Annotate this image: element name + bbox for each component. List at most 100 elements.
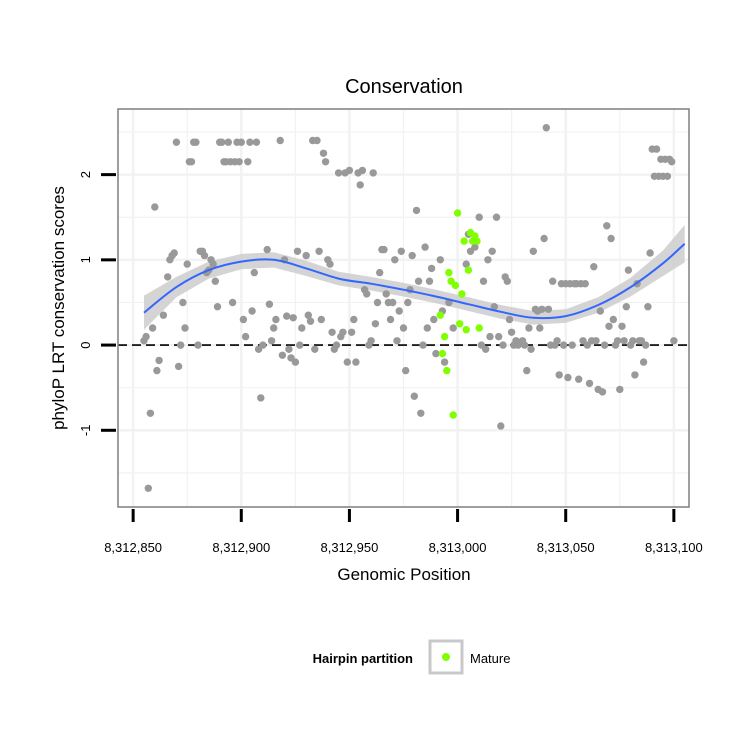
- point-other: [553, 337, 561, 345]
- point-mature: [440, 332, 449, 341]
- point-other: [183, 260, 191, 268]
- point-other: [507, 328, 516, 336]
- legend-label-mature: Mature: [470, 651, 510, 666]
- point-other: [293, 247, 302, 255]
- point-other: [263, 245, 271, 254]
- point-other: [603, 222, 611, 230]
- point-mature: [462, 326, 470, 334]
- point-other: [440, 358, 449, 366]
- point-other: [270, 324, 278, 332]
- y-axis: -1 0 1 2: [78, 171, 116, 436]
- point-other: [328, 328, 336, 336]
- point-other: [624, 266, 633, 274]
- point-other: [629, 337, 637, 345]
- x-axis: 8,312,850 8,312,900 8,312,950 8,313,000 8,31…: [104, 509, 703, 555]
- point-other: [559, 341, 568, 349]
- point-other: [283, 312, 291, 320]
- point-other: [592, 337, 600, 345]
- point-other: [607, 234, 615, 243]
- point-other: [332, 341, 341, 349]
- point-other: [235, 158, 243, 166]
- point-other: [479, 277, 488, 285]
- x-axis-label: Genomic Position: [337, 565, 470, 584]
- point-other: [345, 166, 354, 175]
- point-other: [668, 158, 676, 166]
- chart-title: Conservation: [345, 76, 463, 98]
- point-other: [436, 256, 444, 264]
- point-other: [393, 337, 401, 345]
- point-other: [417, 409, 425, 417]
- point-other: [181, 324, 189, 332]
- point-other: [179, 298, 187, 307]
- point-other: [218, 138, 226, 146]
- point-other: [395, 307, 403, 315]
- point-other: [352, 358, 360, 366]
- point-mature: [475, 324, 483, 332]
- grid-lines: [118, 109, 689, 507]
- point-other: [237, 138, 245, 146]
- point-other: [414, 277, 423, 285]
- y-tick-label: -1: [78, 425, 93, 437]
- point-other: [642, 341, 650, 349]
- point-other: [425, 277, 434, 285]
- point-other: [159, 311, 168, 319]
- point-other: [410, 392, 418, 400]
- x-tick-label: 8,312,850: [104, 540, 162, 555]
- point-other: [585, 379, 594, 388]
- point-mature: [456, 320, 464, 328]
- point-other: [402, 366, 410, 375]
- point-other: [423, 324, 431, 332]
- point-other: [164, 273, 172, 281]
- point-other: [265, 300, 274, 308]
- point-other: [177, 341, 185, 349]
- point-other: [187, 158, 196, 166]
- point-other: [399, 324, 408, 332]
- legend-title: Hairpin partition: [313, 651, 413, 666]
- point-other: [144, 484, 152, 492]
- point-other: [386, 315, 395, 324]
- point-other: [380, 245, 388, 254]
- point-other: [540, 234, 548, 243]
- point-other: [609, 315, 617, 324]
- point-other: [382, 290, 390, 298]
- point-other: [250, 268, 258, 277]
- point-other: [542, 124, 550, 132]
- point-other: [321, 158, 330, 166]
- point-other: [544, 305, 553, 313]
- point-other: [432, 349, 440, 358]
- point-other: [616, 385, 624, 394]
- smooth-line-layer: [143, 242, 686, 320]
- point-other: [404, 298, 412, 307]
- y-axis-label: phyloP LRT conservation scores: [49, 186, 68, 430]
- point-other: [564, 373, 572, 382]
- point-other: [209, 260, 217, 268]
- point-other: [523, 366, 531, 375]
- point-other: [613, 337, 622, 345]
- point-other: [529, 247, 537, 255]
- point-other: [644, 303, 652, 311]
- point-other: [350, 315, 358, 324]
- point-other: [527, 345, 535, 353]
- point-other: [497, 422, 505, 430]
- legend-key-mature: [442, 653, 450, 661]
- point-mature: [473, 237, 481, 245]
- point-other: [575, 375, 583, 383]
- point-other: [306, 317, 315, 325]
- point-other: [244, 158, 252, 166]
- point-other: [257, 394, 265, 402]
- point-other: [334, 169, 343, 177]
- point-other: [326, 260, 334, 268]
- point-other: [600, 341, 609, 349]
- point-other: [194, 341, 202, 349]
- point-other: [486, 332, 494, 341]
- point-other: [421, 243, 429, 251]
- point-other: [148, 324, 157, 332]
- point-other: [525, 324, 533, 332]
- point-other: [427, 264, 436, 273]
- point-other: [490, 303, 498, 311]
- point-other: [499, 341, 507, 349]
- point-other: [259, 341, 267, 349]
- point-other: [174, 362, 183, 371]
